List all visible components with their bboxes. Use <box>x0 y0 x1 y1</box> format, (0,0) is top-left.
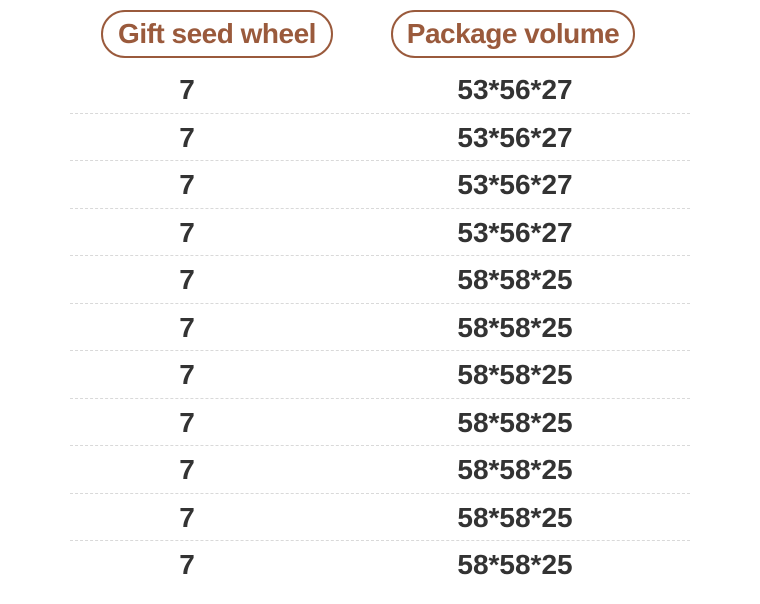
cell-package-volume: 58*58*25 <box>457 311 573 343</box>
cell-package-volume: 53*56*27 <box>457 216 573 248</box>
cell-package-volume: 58*58*25 <box>457 406 573 438</box>
cell-package-volume: 58*58*25 <box>457 501 573 533</box>
table-row: 7 58*58*25 <box>70 256 690 304</box>
table-row: 7 53*56*27 <box>70 161 690 209</box>
cell-package-volume: 53*56*27 <box>457 74 573 105</box>
table-row: 7 58*58*25 <box>70 446 690 494</box>
table-body: 7 53*56*27 7 53*56*27 7 53*56*27 7 53*56*27 7 58*… <box>70 66 690 589</box>
table-row: 7 58*58*25 <box>70 399 690 446</box>
cell-package-volume: 58*58*25 <box>457 264 573 295</box>
table-row: 7 58*58*25 <box>70 494 690 541</box>
cell-gift-seed-wheel: 7 <box>179 74 195 105</box>
cell-gift-seed-wheel: 7 <box>179 169 195 200</box>
cell-gift-seed-wheel: 7 <box>179 501 195 533</box>
column-header-package-volume: Package volume <box>391 10 635 58</box>
cell-gift-seed-wheel: 7 <box>179 454 195 485</box>
cell-gift-seed-wheel: 7 <box>179 121 195 153</box>
cell-gift-seed-wheel: 7 <box>179 264 195 295</box>
cell-package-volume: 58*58*25 <box>457 454 573 485</box>
cell-gift-seed-wheel: 7 <box>179 311 195 343</box>
cell-gift-seed-wheel: 7 <box>179 216 195 248</box>
table-row: 7 53*56*27 <box>70 66 690 114</box>
column-header-gift-seed-wheel: Gift seed wheel <box>101 10 333 58</box>
cell-package-volume: 53*56*27 <box>457 121 573 153</box>
cell-package-volume: 58*58*25 <box>457 359 573 390</box>
cell-gift-seed-wheel: 7 <box>179 549 195 580</box>
table-row: 7 58*58*25 <box>70 351 690 399</box>
table-row: 7 53*56*27 <box>70 114 690 161</box>
cell-gift-seed-wheel: 7 <box>179 406 195 438</box>
table-row: 7 58*58*25 <box>70 304 690 351</box>
cell-package-volume: 53*56*27 <box>457 169 573 200</box>
table-row: 7 53*56*27 <box>70 209 690 256</box>
cell-package-volume: 58*58*25 <box>457 549 573 580</box>
cell-gift-seed-wheel: 7 <box>179 359 195 390</box>
table-row: 7 58*58*25 <box>70 541 690 589</box>
